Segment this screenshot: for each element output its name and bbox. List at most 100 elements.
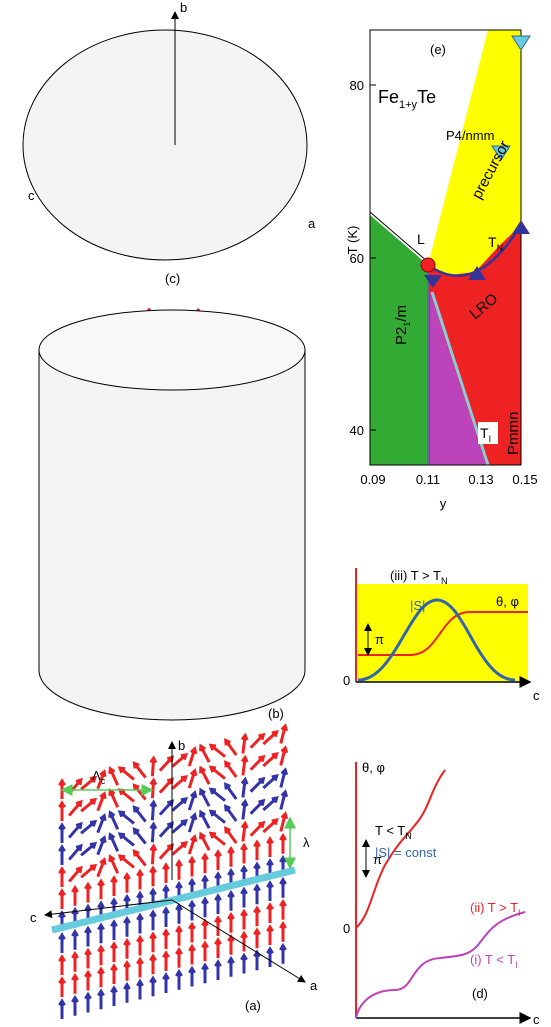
spin-arrow: [226, 784, 237, 799]
spin-arrow: [59, 957, 64, 975]
spin-arrow: [151, 758, 156, 776]
spin-arrow: [211, 745, 225, 756]
spin-arrow: [263, 754, 276, 766]
spin-arrow: [189, 815, 196, 832]
spin-arrow: [281, 748, 287, 765]
spin-arrow: [134, 807, 145, 821]
spin-arrow: [160, 823, 172, 836]
spin-arrow: [163, 953, 168, 971]
spin-arrow: [137, 872, 142, 890]
spin-arrow: [280, 880, 285, 898]
spin-arrow: [172, 821, 186, 833]
ellipsoid: [23, 30, 307, 260]
spin-arrow: [189, 749, 196, 766]
spin-arrow: [226, 806, 237, 821]
phase-label: Pmmn: [505, 412, 522, 455]
spin-arrow: [111, 922, 116, 940]
panel-label: (a): [245, 998, 261, 1013]
spin-arrow: [59, 891, 64, 909]
spin-arrow: [267, 927, 272, 945]
spin-arrow: [226, 762, 237, 777]
spin-arrow: [81, 822, 95, 834]
spin-arrow: [211, 767, 225, 778]
spin-arrow: [263, 798, 276, 810]
spin-arrow: [215, 962, 220, 980]
spin-arrow: [120, 834, 134, 845]
curve-label: (i) T < TI: [470, 952, 518, 970]
spin-arrow: [241, 934, 246, 952]
y-tick-label: 40: [350, 423, 364, 438]
spin-arrow: [98, 838, 105, 855]
spin-arrow: [85, 885, 90, 903]
spin-arrow: [59, 825, 64, 843]
spin-arrow: [226, 828, 237, 843]
spin-arrow: [242, 802, 247, 820]
spin-arrow: [211, 789, 225, 800]
axis-label: b: [178, 738, 185, 753]
spin-arrow: [172, 755, 186, 767]
spin-arrow: [215, 940, 220, 958]
spin-arrow: [254, 886, 259, 904]
spin-arrow: [110, 791, 118, 807]
spin-arrow: [160, 845, 172, 858]
spin-arrow: [242, 824, 247, 842]
spin-arrow: [280, 946, 285, 964]
spin-arrow: [72, 888, 77, 906]
spin-arrow: [163, 975, 168, 993]
spin-arrow: [228, 915, 233, 933]
spin-arrow: [189, 793, 196, 810]
spin-arrow: [254, 930, 259, 948]
spin-arrow: [85, 973, 90, 991]
spin-arrow: [59, 803, 64, 821]
spin-arrow: [150, 978, 155, 996]
point-label: L: [417, 231, 425, 247]
label-sub: I: [518, 908, 521, 918]
y-tick-label: 80: [350, 78, 364, 93]
spin-arrow: [263, 776, 276, 788]
spin-arrow: [69, 846, 81, 860]
spin-arrow: [202, 965, 207, 983]
spin-arrow: [241, 890, 246, 908]
compound-sub: 1+y: [399, 99, 418, 111]
label-sub: I: [515, 960, 518, 970]
spin-arrow: [280, 836, 285, 854]
spin-arrow: [201, 834, 210, 850]
spin-arrow: [211, 833, 225, 844]
spin-arrow: [85, 951, 90, 969]
pi-label: π: [375, 632, 384, 647]
spin-arrow: [267, 949, 272, 967]
spin-arrow: [110, 813, 118, 829]
spin-arrow: [81, 844, 95, 856]
spin-arrow: [160, 801, 172, 814]
spin-arrow: [150, 956, 155, 974]
spin-arrow: [228, 849, 233, 867]
spin-arrow: [241, 846, 246, 864]
panel-label: (c): [165, 271, 180, 286]
spin-arrow: [202, 943, 207, 961]
spin-arrow: [267, 905, 272, 923]
spin-arrow: [202, 899, 207, 917]
figure: b c a (c) (b) Λc b λ c a (a) 80 60 40 0.…: [0, 0, 551, 1027]
spin-arrow: [72, 954, 77, 972]
spin-arrow: [189, 969, 194, 987]
spin-arrow: [160, 779, 172, 792]
spin-arrow: [59, 847, 64, 865]
spin-arrow: [59, 1001, 64, 1019]
spin-arrow: [137, 960, 142, 978]
spin-arrow: [85, 995, 90, 1013]
spin-arrow: [163, 931, 168, 949]
spin-arrow: [98, 969, 103, 987]
label-main: (ii) T > T: [470, 900, 518, 915]
period-main: Λ: [92, 768, 101, 783]
axis-label: a: [308, 216, 316, 231]
spin-arrow: [172, 777, 186, 789]
spin-arrow: [98, 925, 103, 943]
spin-arrow: [241, 912, 246, 930]
spin-arrow: [69, 868, 81, 882]
curve-label: |S|: [410, 598, 425, 613]
spin-arrow: [150, 868, 155, 886]
spin-arrow: [124, 941, 129, 959]
x-tick-label: 0.11: [416, 472, 440, 487]
label-main: P2: [393, 327, 410, 345]
title-main: (iii) T > T: [390, 568, 441, 583]
